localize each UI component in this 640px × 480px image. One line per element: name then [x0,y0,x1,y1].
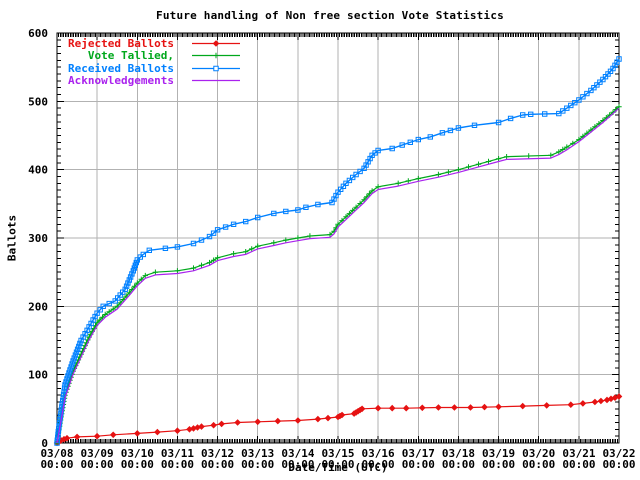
diamond-marker-icon [212,39,220,47]
x-tick-label-date: 03/12 [201,447,234,460]
y-axis-label: Ballots [5,214,19,262]
y-tick-label: 200 [28,300,48,313]
series-line-acknowledgements [56,107,620,444]
x-tick-label-time: 00:00 [201,458,234,471]
legend-swatch-acknowledgements [192,80,240,82]
x-tick-label-date: 03/09 [81,447,114,460]
y-tick-label: 600 [28,27,48,40]
x-tick-label-time: 00:00 [281,458,314,471]
x-tick-label-date: 03/10 [121,447,154,460]
y-tick-label: 300 [28,232,48,245]
x-tick-label-time: 00:00 [402,458,435,471]
legend-item-vote-tallied: Vote Tallied, [60,49,242,63]
y-tick-label: 100 [28,369,48,382]
x-axis-label: Date/Time (UTC) [288,461,388,474]
x-tick-label-time: 00:00 [40,458,73,471]
series-line-rejected-ballots [56,395,620,444]
y-tick-label: 0 [41,437,48,450]
legend-label-rejected-ballots: Rejected Ballots [68,36,174,50]
legend: Rejected Ballots Vote Tallied, Received … [60,37,242,87]
plus-marker-icon [213,53,219,59]
x-tick-label-date: 03/19 [482,447,515,460]
x-tick-label-time: 00:00 [321,458,354,471]
x-tick-label-date: 03/08 [40,447,73,460]
x-tick-label-date: 03/17 [402,447,435,460]
x-tick-label-date: 03/20 [522,447,555,460]
gridlines [57,33,619,443]
x-tick-label-date: 03/18 [442,447,475,460]
series-line-received-ballots [56,58,620,444]
y-tick-label: 500 [28,95,48,108]
x-tick-label-date: 03/13 [241,447,274,460]
legend-swatch-vote-tallied [192,53,240,59]
legend-swatch-rejected-ballots [192,39,240,47]
x-tick-label-date: 03/15 [321,447,354,460]
legend-swatch-received-ballots [192,65,240,71]
x-tick-label-date: 03/16 [362,447,395,460]
legend-label-vote-tallied: Vote Tallied, [87,49,174,63]
x-tick-label-time: 00:00 [562,458,595,471]
x-tick-label-time: 00:00 [161,458,194,471]
legend-item-received-ballots: Received Ballots [60,62,242,75]
legend-label-received-ballots: Received Ballots [68,61,174,75]
x-tick-label-time: 00:00 [602,458,635,471]
x-tick-label-date: 03/11 [161,447,194,460]
x-tick-label-time: 00:00 [81,458,114,471]
legend-item-acknowledgements: Acknowledgements [60,74,242,88]
legend-label-acknowledgements: Acknowledgements [68,74,174,88]
chart-title: Future handling of Non free section Vote… [156,9,504,22]
x-tick-label-time: 00:00 [362,458,395,471]
series-markers-received-ballots [54,56,622,446]
x-tick-label-time: 00:00 [442,458,475,471]
x-tick-label-time: 00:00 [482,458,515,471]
x-tick-label-time: 00:00 [522,458,555,471]
y-tick-label: 400 [28,164,48,177]
x-tick-label-time: 00:00 [121,458,154,471]
x-tick-label-date: 03/22 [602,447,635,460]
x-tick-label-date: 03/14 [281,447,314,460]
x-tick-label-date: 03/21 [562,447,595,460]
x-tick-label-time: 00:00 [241,458,274,471]
square-marker-icon [213,65,219,71]
legend-item-rejected-ballots: Rejected Ballots [60,37,242,50]
